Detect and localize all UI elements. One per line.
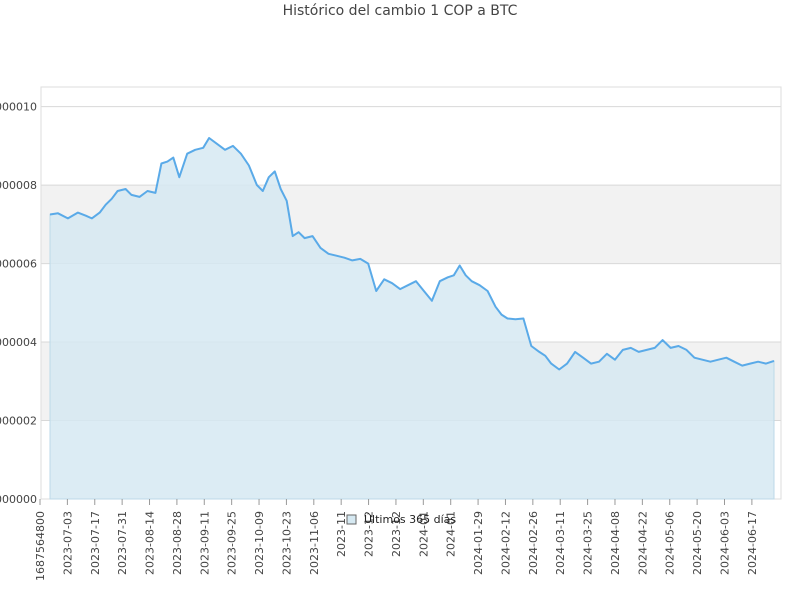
x-tick-label: 2023-12 [390,511,403,557]
x-axis-ticks: 1687564800 2023-07-03 2023-07-17 2023-07-31… [34,499,759,581]
legend-label: Últimos 365 días [364,513,456,526]
x-tick-label: 2023-09-11 [198,511,211,575]
x-tick-label: 2024-05-20 [691,511,704,575]
x-tick-label: 2024-01-29 [472,511,485,575]
x-tick-label: 2024-01 [417,511,430,557]
x-tick-label: 2024-05-06 [664,511,677,575]
y-tick-label: 0.0000004 [0,336,37,349]
x-tick-label: 2024-04-22 [636,511,649,575]
legend[interactable]: Últimos 365 días [346,513,456,526]
series-line [49,137,775,371]
x-tick-label: 2024-06-03 [719,511,732,575]
y-tick-label: 0.0000006 [0,258,37,271]
x-tick-label: 2023-10-23 [280,511,293,575]
x-tick-label: 2023-09-25 [226,511,239,575]
x-tick-label: 2023-10-09 [253,511,266,575]
x-tick-label: 2024-02-26 [527,511,540,575]
x-tick-label: 2023-08-14 [144,511,157,575]
x-tick-label: 2024-03-11 [554,511,567,575]
x-tick-label: 2024-02-12 [499,511,512,575]
x-tick-label: 2023-11 [335,511,348,557]
y-tick-label: 0.0000010 [0,101,37,114]
x-tick-label: 2023-07-17 [89,511,102,575]
x-tick-label: 2024-01 [445,511,458,557]
x-tick-label: 2023-11-06 [308,511,321,575]
x-tick-label: 2023-12 [363,511,376,557]
x-tick-label: 2024-06-17 [746,511,759,575]
x-tick-label: 2023-07-03 [61,511,74,575]
legend-swatch [346,514,357,525]
x-tick-label: 2023-07-31 [116,511,129,575]
x-tick-label: 2024-03-25 [582,511,595,575]
chart-title: Histórico del cambio 1 COP a BTC [282,3,518,19]
x-tick-label: 1687564800 [34,511,47,581]
x-tick-label: 2024-04-08 [609,511,622,575]
x-tick-label: 2023-08-28 [171,511,184,575]
y-tick-label: 0.0000008 [0,179,37,192]
